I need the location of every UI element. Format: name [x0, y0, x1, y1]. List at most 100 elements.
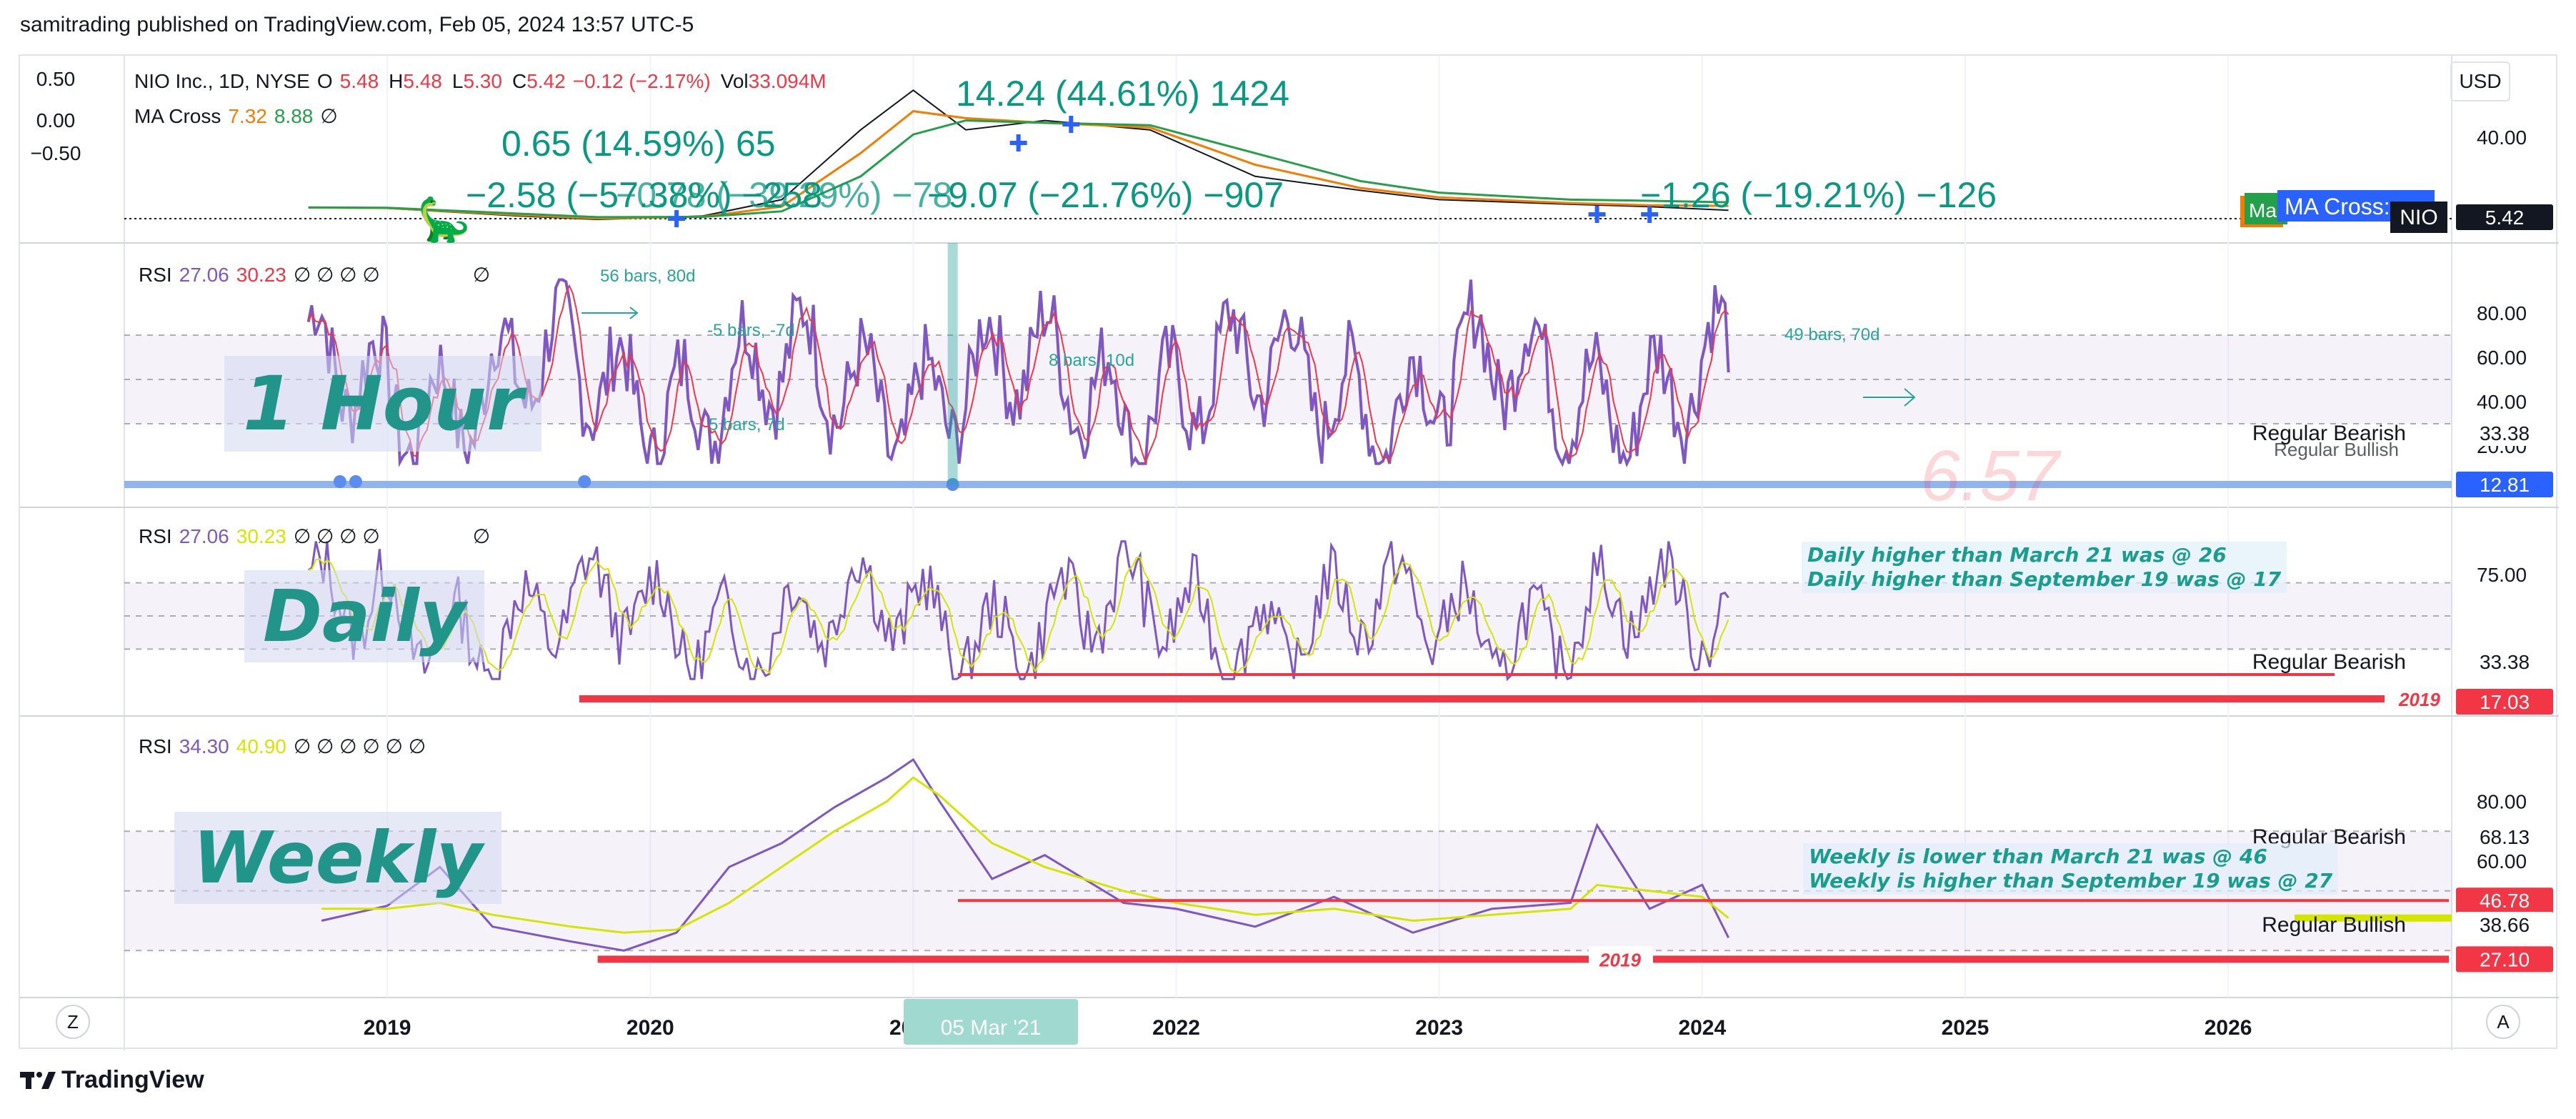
label-weekly: Weekly [174, 812, 501, 904]
ma-line [308, 110, 1729, 220]
close-value: 5.42 [526, 70, 566, 92]
range-arrow [1863, 388, 1916, 407]
low-label: L [451, 70, 464, 92]
measure-label: 14.24 (44.61%) 1424 [956, 74, 1289, 114]
range-label: 56 bars, 80d [600, 267, 695, 286]
measure-label: −9.07 (−21.76%) −907 [927, 175, 1284, 215]
plus-marker-icon [1641, 206, 1659, 223]
range-arrow [581, 307, 639, 319]
rsi-ma-value: 30.23 [236, 264, 286, 286]
weekly-note-line: Weekly is higher than September 19 was @… [1809, 869, 2333, 892]
main-left-tick: −0.50 [31, 142, 81, 164]
measure-label: −0.78 (−39.29%) −78 [616, 175, 952, 215]
support-level-badge-text: 12.81 [2480, 474, 2530, 496]
level-badge-text: 46.78 [2480, 890, 2530, 912]
regular-bearish-value: 68.13 [2456, 824, 2553, 850]
weekly-note: Weekly is lower than March 21 was @ 46 W… [1803, 843, 2339, 895]
rsi-tick: 60.00 [2477, 347, 2527, 369]
daily-note: Daily higher than March 21 was @ 26 Dail… [1802, 542, 2287, 593]
chart-frame[interactable]: 2019202020212022202320242025202605 Mar '… [19, 54, 2559, 1050]
label-1-hour: 1 Hour [224, 356, 542, 452]
rsi-line [321, 757, 1729, 952]
rsi-label: RSI [139, 735, 172, 757]
tradingview-logo-icon [20, 1071, 56, 1089]
range-label: 5 bars, 7d [709, 415, 785, 434]
low-value: 5.30 [463, 70, 502, 92]
symbol-label: NIO Inc., 1D, NYSE [134, 70, 310, 92]
label-daily: Daily [244, 570, 485, 662]
ma-line [308, 119, 1729, 219]
regular-bearish-value-bg [2456, 649, 2553, 675]
regular-bearish-value: 33.38 [2456, 649, 2553, 675]
ma-tag-label: Ma [2249, 199, 2277, 222]
rsi-legend-weekly: RSI 34.30 40.90 ∅ ∅ ∅ ∅ ∅ ∅ [139, 735, 433, 758]
time-axis-label: 2022 [1152, 1016, 1200, 1040]
rsi-label: RSI [139, 264, 172, 286]
plus-marker-icon [668, 210, 686, 227]
rsi-legend-hourly: RSI 27.06 30.23 ∅ ∅ ∅ ∅ ∅ [139, 263, 497, 287]
currency-button[interactable]: USD [2450, 61, 2510, 101]
rsi-ma-value: 40.90 [236, 735, 286, 757]
year-label-2019: 2019 [1599, 949, 1641, 970]
time-axis-label: 2024 [1678, 1016, 1726, 1040]
a-button[interactable]: A [2486, 1005, 2520, 1039]
year-label-2019: 2019 [2398, 689, 2440, 710]
rsi-ma-value: 30.23 [236, 525, 286, 547]
regular-bearish-label: Regular Bearish [2252, 650, 2406, 674]
open-value: 5.48 [339, 70, 379, 92]
time-highlight-bg [903, 999, 1078, 1045]
regular-bullish-label: Regular Bullish [2274, 439, 2399, 460]
support-level-badge: 12.81 [2456, 472, 2553, 497]
plus-marker-icon [1588, 206, 1606, 223]
range-label: -5 bars, -7d [707, 321, 795, 340]
level-badge-bg [2456, 946, 2553, 973]
time-axis-label: 2026 [2205, 1016, 2252, 1040]
close-label: C [511, 70, 527, 92]
time-axis-label: 2019 [364, 1016, 411, 1040]
publisher-line: samitrading published on TradingView.com… [20, 13, 694, 36]
level-badge-text: 27.10 [2480, 948, 2530, 970]
z-button[interactable]: Z [56, 1005, 90, 1039]
ma-cross-tag-label: MA Cross: [2285, 194, 2390, 219]
footer-brand: TradingView [20, 1066, 204, 1094]
measure-label: −2.58 (−57.38%) −258 [466, 175, 822, 215]
nio-tag-bg [2390, 202, 2447, 233]
regular-bearish-value-text: 68.13 [2480, 826, 2530, 848]
level-badge-bg [2456, 887, 2553, 914]
year-label-bg [1589, 946, 1653, 973]
ma-legend: MA Cross 7.32 8.88 ∅ [134, 104, 345, 128]
rsi-tick: 80.00 [2477, 302, 2527, 324]
change-value: −0.12 (−2.17%) [572, 70, 711, 92]
main-price-tick: 40.00 [2477, 126, 2527, 149]
rsi-tick: 60.00 [2477, 850, 2527, 872]
main-legend: NIO Inc., 1D, NYSE O 5.48 H5.48 L5.30 C5.42 −0… [134, 70, 834, 93]
plus-marker-icon [1062, 116, 1080, 133]
last-price-badge: 5.42 [2456, 204, 2553, 230]
regular-bearish-value-text: 33.38 [2480, 422, 2530, 444]
daily-note-line: Daily higher than September 19 was @ 17 [1807, 567, 2282, 591]
level-badge-bg [2456, 689, 2553, 715]
range-label: 49 bars, 70d [1784, 325, 1879, 344]
level-badge: 46.78 [2456, 887, 2553, 914]
high-label: H [389, 70, 404, 92]
time-highlight-label: 05 Mar '21 [941, 1016, 1042, 1040]
regular-bullish-label: Regular Bullish [2262, 913, 2406, 937]
daily-note-line: Daily higher than March 21 was @ 26 [1807, 543, 2227, 567]
last-price-badge-text: 5.42 [2485, 207, 2525, 229]
high-value: 5.48 [403, 70, 442, 92]
level-badge: 17.03 [2456, 689, 2553, 715]
regular-bearish-value-bg [2456, 420, 2553, 446]
plus-marker-icon [1009, 134, 1027, 151]
level-badge: 27.10 [2456, 946, 2553, 973]
ma-slow-value: 8.88 [274, 105, 314, 127]
dinosaur-icon: 🦕 [417, 195, 471, 245]
rsi-ma-line [308, 556, 1729, 675]
rsi-value: 34.30 [179, 735, 229, 757]
main-left-tick: 0.00 [36, 109, 76, 131]
nio-tag-label: NIO [2400, 206, 2437, 229]
rsi-label: RSI [139, 525, 172, 547]
time-axis-label: 2025 [1942, 1016, 1990, 1040]
rsi-tick: 80.00 [2477, 791, 2527, 813]
rsi-ma-line [307, 284, 1729, 465]
ma-label: MA Cross [134, 105, 221, 127]
